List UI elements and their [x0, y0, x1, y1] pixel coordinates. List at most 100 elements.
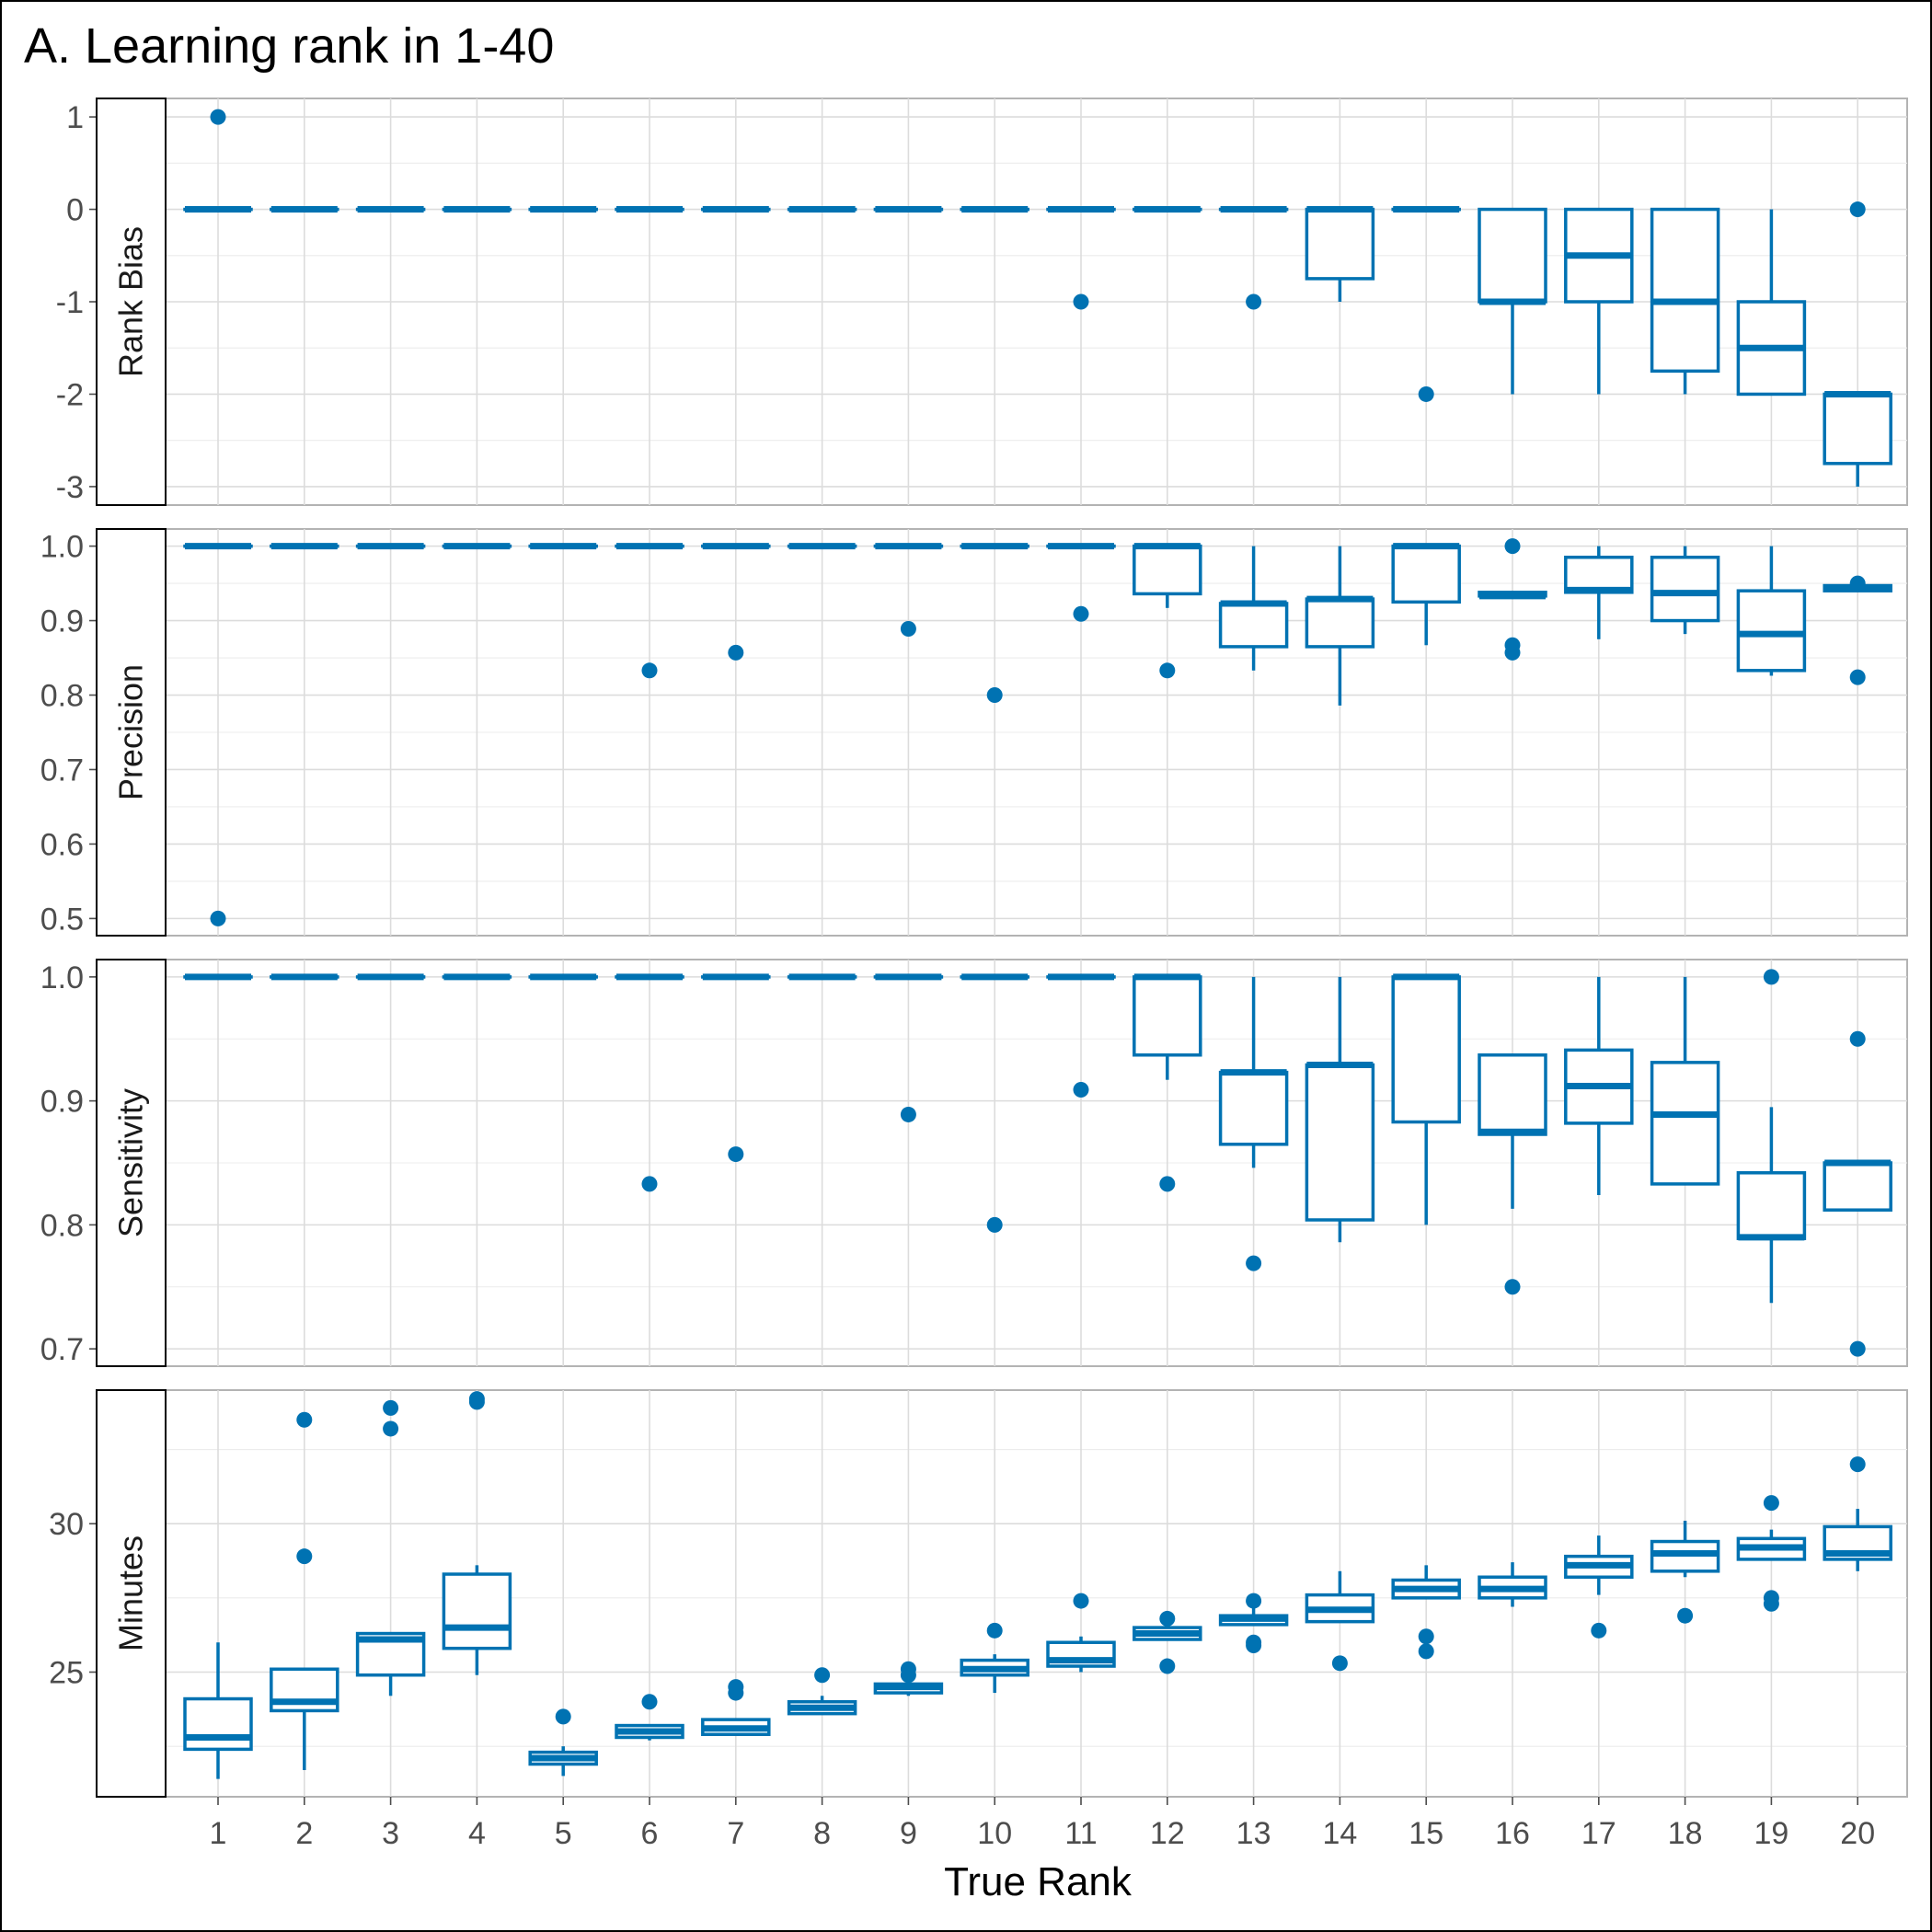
x-tick-label: 13	[1236, 1816, 1271, 1851]
outlier-point	[728, 1146, 744, 1163]
box-iqr	[1650, 207, 1720, 374]
outlier-point	[1159, 662, 1176, 679]
x-tick-label: 5	[555, 1816, 572, 1851]
outlier-point	[986, 687, 1003, 704]
outlier-point	[1849, 575, 1866, 592]
box-sensitivity-10	[960, 973, 1029, 1233]
box-precision-17	[1564, 546, 1634, 639]
box-precision-19	[1736, 546, 1807, 676]
box-rank-bias-18	[1650, 207, 1720, 395]
box-minutes-10	[960, 1622, 1029, 1694]
box-minutes-12	[1133, 1610, 1202, 1674]
outlier-point	[383, 1399, 399, 1416]
box-sensitivity-19	[1736, 969, 1807, 1304]
box-rank-bias-13	[1218, 206, 1289, 310]
outlier-point	[1591, 1622, 1607, 1639]
x-tick-label: 4	[468, 1816, 486, 1851]
outlier-point	[1504, 644, 1521, 661]
y-tick-label: 0.7	[40, 1332, 84, 1367]
box-sensitivity-12	[1133, 973, 1202, 1192]
x-tick-label: 17	[1581, 1816, 1616, 1851]
box-minutes-3	[355, 1399, 426, 1696]
y-tick-label: 0.9	[40, 1085, 84, 1120]
facet-strip-label: Sensitivity	[112, 1088, 150, 1237]
box-rank-bias-14	[1305, 206, 1375, 302]
box-iqr	[1650, 1061, 1720, 1186]
box-rank-bias-11	[1046, 206, 1116, 310]
box-minutes-14	[1305, 1570, 1375, 1672]
outlier-point	[986, 1216, 1003, 1233]
y-tick-label: 0.8	[40, 1208, 84, 1243]
box-minutes-4	[442, 1391, 512, 1675]
box-iqr	[1218, 602, 1289, 649]
panel-rank-bias: 1 0 -1 -2 -3 Rank Bias	[56, 98, 1908, 506]
box-iqr	[1478, 1053, 1547, 1136]
x-tick-label: 12	[1150, 1816, 1185, 1851]
y-tick-label: 0	[66, 193, 84, 228]
outlier-point	[1504, 1279, 1521, 1295]
box-sensitivity-7	[701, 973, 771, 1163]
outlier-point	[1246, 1637, 1262, 1653]
y-tick-label: 30	[49, 1507, 84, 1542]
box-sensitivity-15	[1391, 973, 1461, 1225]
box-iqr	[1133, 975, 1202, 1057]
facet-strip-label: Precision	[112, 664, 150, 800]
box-rank-bias-15	[1391, 206, 1461, 402]
outlier-point	[1246, 1593, 1262, 1609]
box-rank-bias-17	[1564, 207, 1634, 395]
outlier-point	[210, 109, 226, 125]
x-tick-label: 6	[641, 1816, 659, 1851]
x-tick-label: 19	[1754, 1816, 1788, 1851]
outlier-point	[1849, 669, 1866, 685]
outlier-point	[1073, 1593, 1089, 1609]
x-tick-label: 3	[382, 1816, 399, 1851]
box-minutes-8	[787, 1667, 857, 1716]
x-tick-label: 20	[1840, 1816, 1875, 1851]
chart-title: A. Learning rank in 1-40	[24, 18, 554, 74]
outlier-point	[728, 644, 744, 661]
outlier-point	[1159, 1176, 1176, 1192]
box-iqr	[442, 1572, 512, 1650]
outlier-point	[296, 1411, 313, 1428]
outlier-point	[728, 1685, 744, 1701]
outlier-point	[641, 662, 658, 679]
y-tick-label: 0.8	[40, 679, 84, 714]
x-tick-label: 18	[1668, 1816, 1703, 1851]
box-iqr	[1650, 556, 1720, 623]
y-tick-label: 0.7	[40, 753, 84, 788]
y-tick-label: 1	[66, 100, 84, 135]
facet-strip	[96, 959, 167, 1367]
outlier-point	[900, 620, 916, 637]
x-tick-label: 7	[727, 1816, 744, 1851]
box-precision-16	[1478, 538, 1547, 661]
outlier-point	[1849, 1340, 1866, 1357]
x-tick-label: 14	[1322, 1816, 1357, 1851]
box-minutes-18	[1650, 1520, 1720, 1624]
box-precision-7	[701, 543, 771, 661]
box-sensitivity-9	[873, 973, 944, 1122]
outlier-point	[1418, 385, 1434, 402]
outlier-point	[555, 1708, 571, 1725]
x-tick-label: 15	[1409, 1816, 1443, 1851]
box-minutes-15	[1391, 1565, 1461, 1660]
box-sensitivity-20	[1823, 1030, 1892, 1357]
outlier-point	[1677, 1607, 1694, 1624]
box-sensitivity-17	[1564, 976, 1634, 1196]
y-tick-label: 1.0	[40, 960, 84, 995]
box-sensitivity-11	[1046, 973, 1116, 1098]
x-tick-label: 1	[210, 1816, 227, 1851]
outlier-point	[468, 1394, 485, 1410]
facet-strip	[96, 98, 167, 506]
box-iqr	[1133, 544, 1202, 596]
box-minutes-7	[701, 1679, 771, 1736]
box-precision-10	[960, 543, 1029, 704]
outlier-point	[1849, 1456, 1866, 1473]
panel-background	[165, 1389, 1908, 1798]
box-precision-6	[615, 543, 684, 679]
box-precision-11	[1046, 543, 1116, 622]
outlier-point	[900, 1667, 916, 1684]
outlier-point	[1159, 1610, 1176, 1627]
box-precision-1	[183, 543, 253, 926]
box-iqr	[1218, 1070, 1289, 1146]
